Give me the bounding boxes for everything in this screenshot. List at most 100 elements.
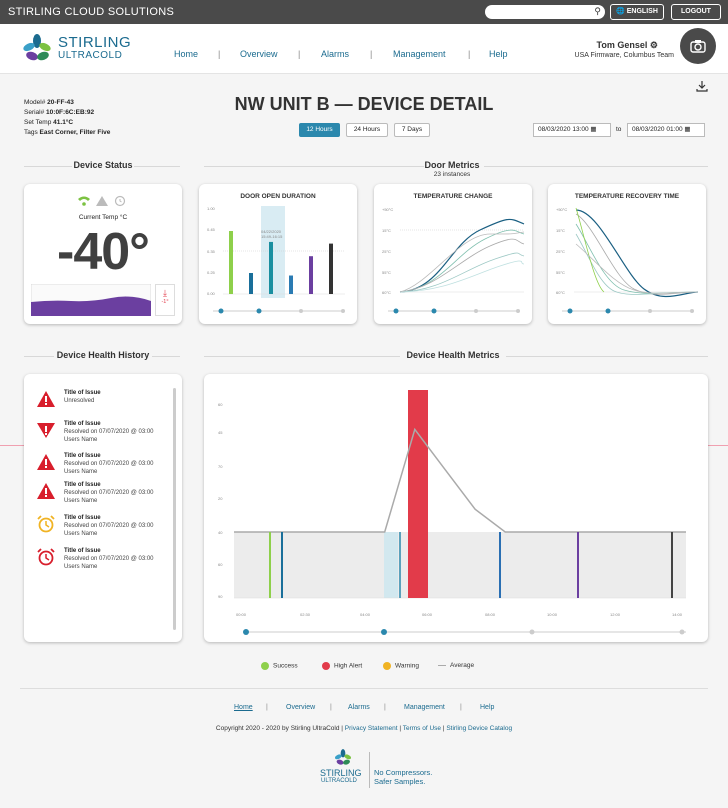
search-input[interactable]: ⚲ [485,5,605,19]
range-7-days-button[interactable]: 7 Days [394,123,430,137]
svg-text:25°C: 25°C [556,249,565,254]
highlight-band [384,532,398,598]
door-open-alert-icon [36,421,56,441]
terms-link[interactable]: Terms of Use [402,725,442,732]
nav-management[interactable]: Management [393,49,446,59]
issue-item[interactable]: Title of Issue Resolved on 07/07/2020 @ 0… [36,453,176,483]
issue-item[interactable]: Title of Issue Resolved on 07/07/2020 @ 0… [36,421,176,451]
legend-average: Average [438,662,474,669]
issue-item[interactable]: Title of Issue Resolved on 07/07/2020 @ 0… [36,482,176,512]
calendar-icon[interactable]: ▦ [684,126,691,133]
range-12-hours-button[interactable]: 12 Hours [299,123,340,137]
issue-item[interactable]: Title of Issue Resolved on 07/07/2020 @ 0… [36,515,176,545]
svg-text:55°C: 55°C [382,270,391,275]
svg-text:1.00: 1.00 [207,206,216,211]
logo-subname: ULTRACOLD [58,50,123,61]
svg-text:14:00: 14:00 [672,612,683,617]
door-open-duration-chart: 1.00 0.45 0.35 0.25 0.00 04/22/2020 15:4… [207,206,345,314]
nav-separator: | [218,49,221,59]
timeline-dot [648,309,652,313]
download-icon[interactable] [696,80,708,95]
svg-text:10:00: 10:00 [547,612,558,617]
svg-text:60°C: 60°C [556,290,565,295]
temperature-change-title: TEMPERATURE CHANGE [413,193,493,200]
footer-management-link[interactable]: Management [404,704,445,711]
temperature-recovery-chart: +50°C 15°C 25°C 55°C 60°C [556,207,699,314]
svg-text:70: 70 [218,464,223,469]
timeline-dot [431,308,437,314]
catalog-link[interactable]: Stirling Device Catalog [446,725,513,732]
tooltip-date: 04/22/2020 [261,229,282,234]
divider [506,356,708,357]
avatar[interactable] [680,28,716,64]
issue-item[interactable]: Title of Issue Resolved on 07/07/2020 @ 0… [36,548,176,578]
timeline-dot [393,308,399,314]
average-band [234,532,686,598]
footer-logo-subname: ULTRACOLD [321,778,357,784]
door-bar [269,241,273,294]
device-info: Model# 20-FF-43 Serial# 10:0F:6C:EB:92 S… [24,98,110,138]
health-history-card: Title of Issue Unresolved Title of Issue Re… [24,374,182,642]
divider [24,166,72,167]
svg-text:45: 45 [218,430,223,435]
timeline-dot [690,309,694,313]
svg-text:0.00: 0.00 [207,291,216,296]
calendar-icon[interactable]: ▦ [590,126,597,133]
footer-overview-link[interactable]: Overview [286,704,316,711]
privacy-link[interactable]: Privacy Statement [344,725,398,732]
logo-name: STIRLING [58,34,132,51]
set-temp-label: Set Temp [24,119,52,126]
issue-status: Resolved on 07/07/2020 @ 03:00 [64,556,154,562]
tagline-line1: No Compressors. [374,768,433,777]
door-open-duration-title: DOOR OPEN DURATION [240,193,316,200]
tagline: No Compressors. Safer Samples. [374,768,432,786]
range-24-hours-button[interactable]: 24 Hours [346,123,388,137]
wifi-icon [78,196,90,206]
nav-bar: STIRLING ULTRACOLD Home | Overview | Ala… [0,24,728,74]
serial-label: Serial# [24,109,45,116]
footer-divider [20,688,708,689]
tagline-line2: Safer Samples. [374,777,426,786]
warning-icon [96,196,108,206]
door-bar [289,275,293,294]
nav-home[interactable]: Home [174,49,199,59]
language-button[interactable]: 🌐 ENGLISH [610,4,664,20]
model-label: Model# [24,99,46,106]
footer-home-link[interactable]: Home [234,704,253,711]
footer-help-link[interactable]: Help [480,704,495,711]
nav-alarms[interactable]: Alarms [321,49,350,59]
door-open-duration-card: DOOR OPEN DURATION 1.00 0.45 0.35 0.25 0… [199,184,357,324]
timeline-dot [256,308,262,314]
legend-high-alert: High Alert [322,662,362,670]
logo-flower-icon [334,749,352,765]
nav-separator: | [298,49,301,59]
clock-icon [114,195,126,207]
door-metrics-count: 23 instances [433,171,471,178]
nav-overview[interactable]: Overview [240,49,278,59]
footer-alarms-link[interactable]: Alarms [348,704,370,711]
user-name[interactable]: Tom Gensel ⚙ [597,40,658,51]
timeline-dot [679,629,685,635]
gear-icon[interactable]: ⚙ [649,40,658,50]
mini-temp-panel[interactable]: ⤓ -1° [155,284,175,316]
tags-value: East Corner, Filter Five [39,129,111,136]
logo[interactable]: STIRLING ULTRACOLD [20,32,140,66]
date-from-input[interactable]: 08/03/2020 13:00 ▦ [533,123,611,137]
logout-button[interactable]: LOGOUT [671,4,721,20]
door-bar [329,243,333,294]
svg-text:15°C: 15°C [382,228,391,233]
temperature-change-card: TEMPERATURE CHANGE +50°C 15°C 25°C 55°C … [374,184,532,324]
date-from-value: 08/03/2020 13:00 [538,126,589,133]
svg-text:0.35: 0.35 [207,249,216,254]
nav-separator: | [370,49,373,59]
issue-title: Title of Issue [64,421,101,427]
scrollbar[interactable] [173,388,176,630]
nav-help[interactable]: Help [489,49,508,59]
divider [204,166,424,167]
timeline-dot [474,309,478,313]
date-to-input[interactable]: 08/03/2020 01:00 ▦ [627,123,705,137]
issue-item[interactable]: Title of Issue Unresolved [36,390,176,420]
health-metrics-title: Device Health Metrics [406,350,500,360]
svg-text:15°C: 15°C [556,228,565,233]
alarm-clock-red-icon [36,548,56,568]
